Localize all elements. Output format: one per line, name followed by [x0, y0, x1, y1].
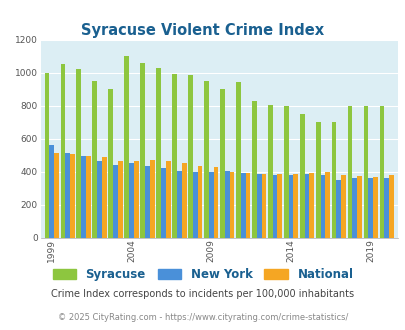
Bar: [309, 173, 313, 238]
Bar: [161, 168, 165, 238]
Bar: [149, 160, 154, 238]
Bar: [70, 154, 75, 238]
Bar: [65, 153, 70, 238]
Bar: [331, 122, 336, 238]
Bar: [118, 161, 122, 238]
Text: Crime Index corresponds to incidents per 100,000 inhabitants: Crime Index corresponds to incidents per…: [51, 289, 354, 299]
Legend: Syracuse, New York, National: Syracuse, New York, National: [48, 263, 357, 286]
Bar: [356, 176, 361, 238]
Bar: [81, 156, 86, 238]
Text: Syracuse Violent Crime Index: Syracuse Violent Crime Index: [81, 23, 324, 38]
Bar: [188, 75, 192, 238]
Bar: [320, 175, 324, 238]
Bar: [156, 68, 161, 238]
Bar: [204, 81, 208, 238]
Bar: [267, 105, 272, 238]
Bar: [224, 171, 229, 238]
Bar: [363, 106, 367, 238]
Bar: [197, 166, 202, 238]
Bar: [256, 174, 261, 238]
Bar: [277, 174, 281, 238]
Bar: [49, 145, 54, 238]
Bar: [283, 106, 288, 238]
Bar: [145, 166, 149, 238]
Bar: [97, 161, 102, 238]
Bar: [315, 122, 320, 238]
Bar: [388, 175, 393, 238]
Bar: [140, 63, 145, 238]
Bar: [124, 56, 129, 238]
Bar: [252, 101, 256, 238]
Text: © 2025 CityRating.com - https://www.cityrating.com/crime-statistics/: © 2025 CityRating.com - https://www.city…: [58, 313, 347, 322]
Bar: [347, 106, 352, 238]
Bar: [129, 163, 134, 238]
Bar: [172, 74, 177, 238]
Bar: [76, 69, 81, 238]
Bar: [336, 180, 341, 238]
Bar: [177, 171, 181, 238]
Bar: [288, 175, 293, 238]
Bar: [293, 174, 297, 238]
Bar: [352, 178, 356, 238]
Bar: [60, 63, 65, 238]
Bar: [245, 173, 250, 238]
Bar: [165, 161, 170, 238]
Bar: [108, 89, 113, 238]
Bar: [45, 73, 49, 238]
Bar: [229, 172, 234, 238]
Bar: [192, 172, 197, 238]
Bar: [379, 106, 384, 238]
Bar: [272, 175, 277, 238]
Bar: [134, 161, 139, 238]
Bar: [102, 157, 107, 238]
Bar: [86, 156, 91, 238]
Bar: [113, 165, 118, 238]
Bar: [208, 172, 213, 238]
Bar: [384, 178, 388, 238]
Bar: [261, 174, 266, 238]
Bar: [92, 81, 97, 238]
Bar: [299, 114, 304, 238]
Bar: [235, 82, 240, 238]
Bar: [54, 153, 59, 238]
Bar: [367, 178, 372, 238]
Bar: [181, 163, 186, 238]
Bar: [372, 177, 377, 238]
Bar: [240, 173, 245, 238]
Bar: [304, 174, 309, 238]
Bar: [324, 172, 329, 238]
Bar: [213, 167, 218, 238]
Bar: [341, 175, 345, 238]
Bar: [220, 89, 224, 238]
